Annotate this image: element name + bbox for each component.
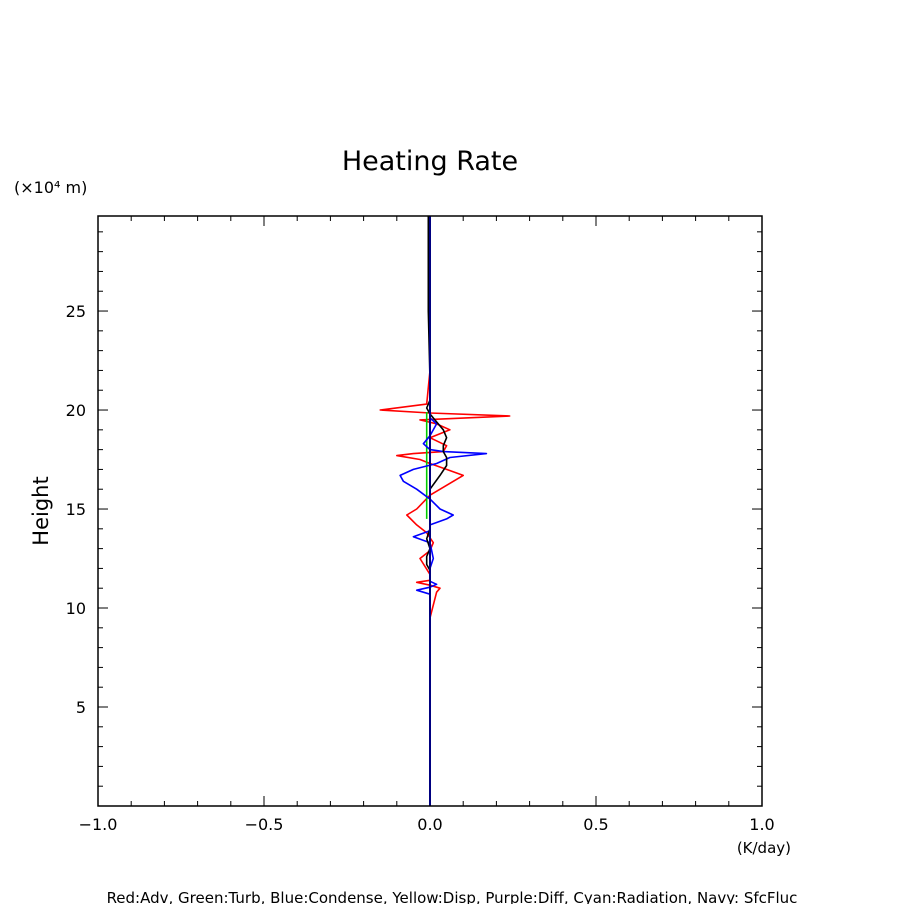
legend-text: Red:Adv, Green:Turb, Blue:Condense, Yell… — [107, 889, 798, 904]
y-tick-label: 20 — [66, 401, 86, 420]
x-tick-label: 1.0 — [749, 815, 774, 834]
axis-ticks — [97, 216, 763, 806]
y-tick-labels: 5 10 15 20 25 — [66, 302, 86, 717]
y-tick-label: 15 — [66, 500, 86, 519]
y-tick-label: 5 — [76, 698, 86, 717]
series-line-total — [425, 216, 448, 571]
series-line-red-adv — [379, 216, 511, 619]
y-tick-label: 25 — [66, 302, 86, 321]
x-unit-label: (K/day) — [737, 839, 791, 857]
y-tick-label: 10 — [66, 599, 86, 618]
x-tick-label: −0.5 — [245, 815, 284, 834]
x-tick-label: 0.0 — [417, 815, 442, 834]
chart-title: Heating Rate — [342, 146, 518, 177]
y-axis-label: Height — [29, 476, 53, 545]
x-tick-label: −1.0 — [79, 815, 118, 834]
x-tick-labels: −1.0 −0.5 0.0 0.5 1.0 — [79, 815, 775, 834]
x-tick-label: 0.5 — [583, 815, 608, 834]
series-group — [379, 216, 511, 806]
plot-frame — [97, 215, 763, 807]
series-line-blue-condense — [399, 311, 488, 618]
y-unit-label: (×10⁴ m) — [14, 178, 87, 197]
